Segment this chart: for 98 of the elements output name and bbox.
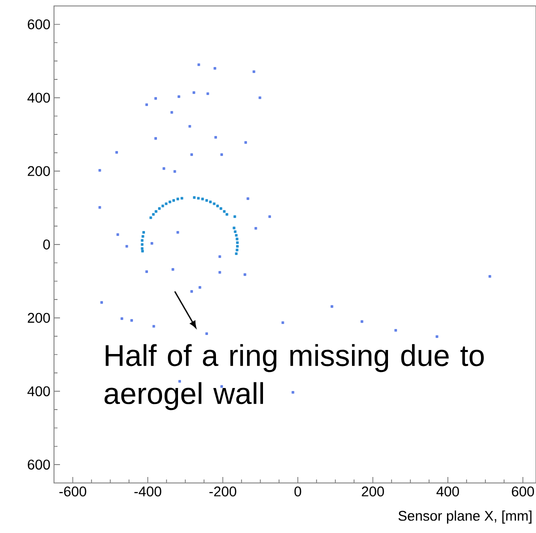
point <box>268 215 271 218</box>
point <box>150 242 154 245</box>
point <box>158 207 161 210</box>
point <box>140 239 144 242</box>
x-tick-label: 400 <box>436 486 459 496</box>
point <box>214 67 216 70</box>
point <box>258 96 262 100</box>
point <box>360 320 364 323</box>
point <box>234 230 236 233</box>
point <box>212 202 216 206</box>
point <box>246 197 250 200</box>
point <box>140 247 144 250</box>
point <box>244 273 246 276</box>
x-tick-label: 600 <box>512 486 534 496</box>
point <box>130 319 133 322</box>
point <box>98 206 102 209</box>
point <box>116 233 120 236</box>
point <box>292 391 294 394</box>
point <box>220 207 222 210</box>
point <box>142 231 145 234</box>
point <box>172 199 175 202</box>
point <box>218 255 222 258</box>
y-tick-label: 600 <box>28 460 50 470</box>
point <box>197 63 200 66</box>
point <box>176 198 180 200</box>
point <box>173 170 176 173</box>
point <box>205 332 208 335</box>
point <box>206 92 210 95</box>
point <box>214 136 217 139</box>
point <box>216 204 219 208</box>
point <box>234 234 238 237</box>
point <box>120 317 124 320</box>
point <box>236 241 239 244</box>
point <box>170 111 174 114</box>
x-tick-label: -200 <box>209 486 236 496</box>
x-axis-title: Sensor plane X, [mm] <box>398 510 532 524</box>
point <box>236 238 238 240</box>
point <box>226 213 228 216</box>
point <box>168 200 172 204</box>
point <box>394 329 398 332</box>
point <box>145 103 148 106</box>
y-tick-label: 0 <box>43 240 50 250</box>
point <box>190 290 193 293</box>
y-tick-label: 600 <box>28 19 50 30</box>
point <box>233 215 236 218</box>
point <box>172 268 174 271</box>
point <box>190 153 193 156</box>
x-tick-label: -400 <box>134 486 162 496</box>
point <box>236 248 238 252</box>
point <box>282 321 284 324</box>
point <box>154 97 157 100</box>
point <box>254 227 258 230</box>
y-tick-label: 200 <box>28 166 50 176</box>
point <box>125 245 128 248</box>
point <box>154 210 158 213</box>
x-tick-label: 200 <box>362 486 384 496</box>
point <box>192 196 196 199</box>
point <box>220 153 223 156</box>
point <box>162 167 166 170</box>
x-tick-label: 0 <box>294 486 302 496</box>
point <box>234 252 238 255</box>
point <box>197 196 200 200</box>
annotation: Half of a ring missing due to aerogel wall <box>104 344 484 410</box>
point <box>180 196 184 200</box>
point <box>488 275 492 278</box>
point <box>145 270 148 273</box>
point <box>149 216 152 220</box>
point <box>152 325 156 328</box>
point <box>198 286 202 289</box>
point <box>252 70 256 73</box>
x-tick-label: -600 <box>59 486 86 496</box>
point <box>209 200 212 204</box>
point <box>152 213 155 216</box>
point <box>115 151 118 154</box>
point <box>178 95 180 98</box>
point <box>330 305 334 308</box>
point <box>201 198 204 200</box>
point <box>192 91 196 94</box>
point <box>164 202 168 206</box>
point <box>205 199 208 202</box>
point <box>232 226 236 230</box>
y-tick-label: 200 <box>28 312 50 323</box>
point <box>436 335 438 338</box>
point <box>154 137 157 140</box>
point <box>236 245 239 248</box>
point <box>218 271 222 274</box>
point <box>222 210 226 213</box>
point <box>161 204 164 208</box>
point <box>142 235 144 238</box>
y-tick-label: 400 <box>27 92 50 103</box>
point <box>244 141 247 144</box>
point <box>100 301 103 304</box>
point <box>140 243 144 246</box>
point <box>188 125 192 128</box>
point <box>176 231 180 234</box>
point <box>141 250 144 252</box>
y-tick-label: 400 <box>27 386 50 396</box>
point <box>98 169 102 172</box>
